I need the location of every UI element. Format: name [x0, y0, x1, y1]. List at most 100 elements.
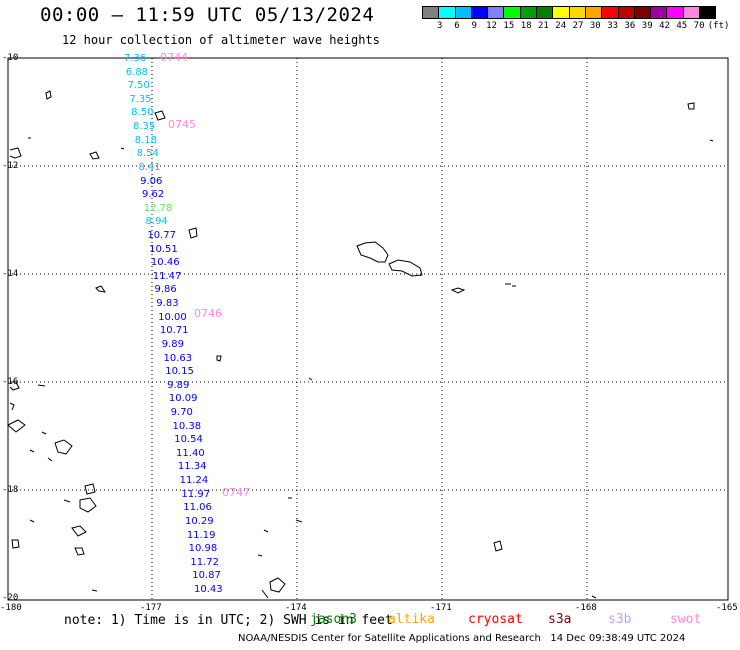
legend-swatch: [682, 6, 701, 19]
legend-label: 12: [486, 21, 497, 31]
lon-label: -177: [140, 603, 162, 613]
wave-height-label: 6.88: [125, 66, 149, 78]
footer-note: note: 1) Time is in UTC; 2) SWH is in fe…: [64, 613, 393, 628]
map-subtitle: 12 hour collection of altimeter wave hei…: [62, 33, 380, 47]
legend-swatch: [470, 6, 489, 19]
legend-swatch: [552, 6, 570, 19]
wave-height-label: 10.77: [147, 230, 176, 241]
island-upolu: [356, 241, 389, 263]
wave-height-label: 7.35: [129, 93, 152, 105]
island-savaii: [388, 259, 423, 277]
lat-label: -20: [2, 593, 19, 603]
satellite-jason3: jason3: [310, 612, 357, 627]
wave-height-label: 8.18: [134, 134, 158, 146]
satellite-s3a: s3a: [548, 612, 572, 627]
wave-height-label: 11.34: [177, 461, 207, 473]
wave-height-label: 9.83: [156, 298, 179, 310]
legend-label: 33: [607, 21, 619, 31]
wave-height-label: 11.47: [152, 270, 182, 282]
wave-height-label: 10.15: [165, 366, 194, 378]
wave-height-label: 9.62: [141, 189, 165, 201]
wave-height-label: 11.06: [183, 502, 212, 514]
lon-label: -180: [0, 603, 22, 613]
legend-labels: 3 6 9 12 15 18 21 24 27 30 33 36 39 42 45 70 (ft): [422, 21, 730, 31]
legend-label: (ft): [707, 21, 730, 31]
legend-label: 6: [454, 21, 460, 31]
legend-label: 30: [589, 21, 601, 31]
wave-height-label: 9.86: [154, 284, 177, 296]
wave-height-label: 10.46: [150, 257, 180, 269]
wave-height-label: 11.40: [176, 447, 205, 459]
wave-height-label: 8.35: [132, 121, 156, 133]
satellite-altika: altika: [388, 612, 435, 627]
lat-label: -14: [2, 269, 19, 279]
wave-height-label: 10.29: [185, 515, 214, 527]
legend-label: 9: [471, 21, 477, 31]
legend-label: 24: [555, 21, 567, 31]
legend-swatches: [422, 6, 725, 19]
wave-height-label: 10.98: [188, 543, 218, 555]
wave-height-label: 10.51: [149, 243, 178, 255]
pass-id-label: 0745: [168, 118, 196, 131]
wave-height-label: 12.78: [143, 202, 173, 214]
map-title: 00:00 – 11:59 UTC 05/13/2024: [40, 4, 375, 26]
lat-label: -18: [2, 485, 19, 495]
legend-label: 21: [538, 21, 549, 31]
wave-height-label: 10.09: [168, 393, 198, 405]
wave-height-label: 10.63: [163, 352, 193, 364]
legend-swatch: [487, 6, 505, 19]
footer-credit: NOAA/NESDIS Center for Satellite Applica…: [238, 633, 685, 644]
legend-label: 42: [659, 21, 670, 31]
pass-id-label: 0746: [194, 307, 222, 320]
legend-swatch: [633, 6, 652, 19]
pass-id-label: 0747: [222, 486, 250, 499]
legend-swatch: [519, 6, 538, 19]
legend-label: 15: [503, 21, 515, 31]
lon-label: -171: [430, 603, 452, 613]
wave-height-label: 8.54: [136, 148, 159, 160]
lat-label: -16: [2, 377, 19, 387]
lon-label: -168: [575, 603, 597, 613]
legend-swatch: [438, 6, 456, 19]
lat-label: -10: [2, 53, 19, 63]
map-grid: [8, 58, 728, 600]
legend-label: 70: [693, 21, 705, 31]
wave-height-label: 9.70: [170, 407, 193, 418]
wave-height-label: 9.06: [140, 175, 163, 187]
pass-id-label: 0744: [160, 51, 188, 64]
satellite-cryosat: cryosat: [468, 612, 523, 627]
wave-height-label: 11.72: [190, 556, 220, 568]
legend-label: 18: [520, 21, 532, 31]
legend-swatch: [568, 6, 586, 19]
wave-height-label: 10.38: [172, 420, 202, 432]
legend-swatch: [617, 6, 635, 19]
wave-height-label: 7.36: [124, 53, 147, 64]
legend-swatch: [454, 6, 472, 19]
coastlines: [7, 90, 714, 599]
legend-swatch: [536, 6, 554, 19]
wave-height-label: 10.71: [159, 325, 189, 337]
satellite-s3b: s3b: [608, 612, 632, 627]
wave-height-label: 11.19: [186, 529, 216, 541]
wave-height-label: 10.54: [174, 434, 203, 446]
wave-height-label: 10.00: [158, 311, 187, 323]
lon-label: -165: [716, 603, 738, 613]
wave-height-label: 9.89: [167, 379, 190, 391]
credit-timestamp: 14 Dec 09:38:49 UTC 2024: [550, 633, 686, 644]
legend-label: 27: [572, 21, 584, 31]
map-frame: [7, 57, 729, 601]
satellite-swot: swot: [670, 612, 702, 627]
lat-label: -12: [2, 161, 19, 171]
wave-height-label: 11.97: [181, 488, 211, 500]
color-legend: 3 6 9 12 15 18 21 24 27 30 33 36 39 42 45 70 (ft): [422, 6, 730, 31]
lon-label: -174: [285, 603, 307, 613]
legend-swatch: [699, 6, 717, 19]
legend-swatch: [584, 6, 603, 19]
legend-swatch: [650, 6, 668, 19]
legend-label: 36: [624, 21, 636, 31]
credit-text: NOAA/NESDIS Center for Satellite Applica…: [238, 633, 541, 644]
wave-height-label: 8.50: [131, 107, 154, 119]
legend-label: 45: [676, 21, 688, 31]
wave-height-label: 8.94: [145, 216, 168, 228]
